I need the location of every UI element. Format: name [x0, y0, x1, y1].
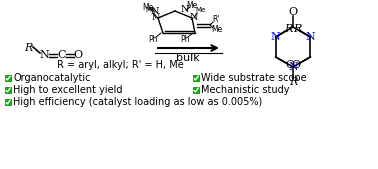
Text: Wide substrate scope: Wide substrate scope	[201, 73, 307, 83]
FancyBboxPatch shape	[193, 75, 198, 81]
Text: High to excellent yield: High to excellent yield	[13, 85, 122, 95]
Text: Me: Me	[186, 2, 198, 10]
Text: Me: Me	[195, 7, 205, 13]
Text: Mechanistic study: Mechanistic study	[201, 85, 290, 95]
Text: R: R	[24, 43, 32, 53]
Text: N: N	[39, 50, 49, 60]
Text: N: N	[152, 14, 160, 22]
Text: N: N	[305, 32, 315, 42]
Text: Me: Me	[145, 7, 155, 13]
Text: R: R	[293, 24, 302, 34]
Text: Me: Me	[143, 3, 153, 11]
Text: N: N	[271, 32, 280, 42]
Text: R: R	[285, 24, 293, 34]
Text: O: O	[73, 50, 82, 60]
Text: R = aryl, alkyl; R' = H, Me: R = aryl, alkyl; R' = H, Me	[57, 60, 183, 70]
Text: N: N	[151, 7, 159, 17]
Text: High efficiency (catalyst loading as low as 0.005%): High efficiency (catalyst loading as low…	[13, 97, 262, 107]
FancyBboxPatch shape	[193, 87, 198, 93]
Text: O: O	[285, 60, 294, 70]
FancyBboxPatch shape	[5, 75, 11, 81]
Text: O: O	[288, 7, 297, 17]
Text: Ph: Ph	[148, 34, 158, 43]
Text: R: R	[289, 77, 297, 87]
Text: N: N	[181, 6, 189, 15]
Text: N: N	[190, 14, 198, 22]
Text: O: O	[292, 60, 301, 70]
Text: Organocatalytic: Organocatalytic	[13, 73, 90, 83]
Text: bulk: bulk	[176, 53, 200, 63]
Text: Me: Me	[211, 26, 223, 34]
Text: N: N	[288, 62, 298, 72]
Text: C: C	[58, 50, 66, 60]
Text: Ph: Ph	[180, 34, 190, 43]
Text: R': R'	[212, 16, 220, 25]
FancyBboxPatch shape	[5, 87, 11, 93]
FancyBboxPatch shape	[5, 99, 11, 105]
